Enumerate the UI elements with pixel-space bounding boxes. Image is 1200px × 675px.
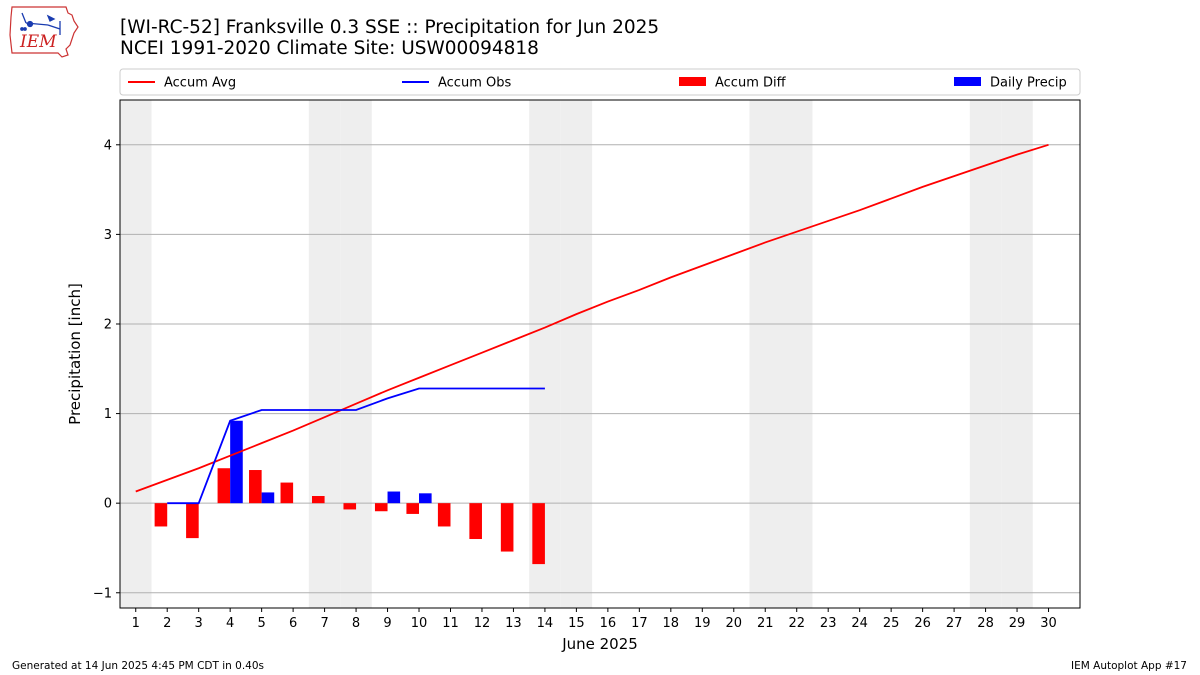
generated-note: Generated at 14 Jun 2025 4:45 PM CDT in … <box>12 660 265 672</box>
x-tick-label-26: 26 <box>914 616 931 631</box>
x-tick-label-12: 12 <box>474 616 491 631</box>
weekend-band-8 <box>340 100 372 608</box>
x-tick-label-1: 1 <box>132 616 140 631</box>
series-lines <box>135 143 1049 505</box>
legend-label-accum-obs: Accum Obs <box>438 76 511 91</box>
plot-frame <box>119 99 1081 609</box>
weekend-band-7 <box>308 100 341 608</box>
y-tick-label-0: 0 <box>104 497 112 512</box>
y-tick-label-4: 4 <box>104 138 112 153</box>
daily-bar-day-9 <box>387 491 401 504</box>
daily-bar-day-5 <box>261 492 275 504</box>
iem-logo: IEM <box>8 5 82 63</box>
legend-swatch-daily-precip <box>954 77 981 86</box>
x-tick-label-4: 4 <box>226 616 234 631</box>
x-tick-label-2: 2 <box>163 616 171 631</box>
diff-bar-day-3 <box>186 503 199 539</box>
x-tick-label-30: 30 <box>1040 616 1057 631</box>
x-tick-label-22: 22 <box>788 616 805 631</box>
weekend-band-1 <box>120 100 152 608</box>
iowa-map-icon: IEM <box>9 6 79 58</box>
daily-bar-day-4 <box>230 420 243 504</box>
x-tick-label-23: 23 <box>820 616 837 631</box>
x-axis-ticks: 1 2 3 4 5 6 7 8 9 10 11 12 13 14 15 16 17 18 19 20 21 22 23 24 2… <box>132 608 1057 631</box>
x-tick-label-17: 17 <box>631 616 648 631</box>
legend-label-daily-precip: Daily Precip <box>990 76 1067 91</box>
chart-title-line2: NCEI 1991-2020 Climate Site: USW00094818 <box>120 38 539 59</box>
y-axis-ticks: −1 0 1 2 3 4 <box>93 138 120 601</box>
weekend-bands <box>120 100 1033 608</box>
weekend-band-28 <box>969 100 1002 608</box>
x-tick-label-11: 11 <box>442 616 459 631</box>
x-tick-label-21: 21 <box>757 616 774 631</box>
x-tick-label-5: 5 <box>257 616 265 631</box>
daily-precip-bars <box>230 420 432 504</box>
x-axis-label: June 2025 <box>561 635 638 653</box>
x-tick-label-19: 19 <box>694 616 711 631</box>
diff-bar-day-2 <box>154 503 168 527</box>
x-tick-label-28: 28 <box>977 616 994 631</box>
diff-bar-day-12 <box>469 503 482 540</box>
y-tick-label-1: 1 <box>104 407 112 422</box>
x-tick-label-25: 25 <box>883 616 900 631</box>
diff-bar-day-6 <box>280 482 294 504</box>
x-tick-label-27: 27 <box>946 616 963 631</box>
weekend-band-29 <box>1001 100 1033 608</box>
x-tick-label-7: 7 <box>320 616 328 631</box>
legend-swatch-accum-diff <box>679 77 706 86</box>
x-tick-label-9: 9 <box>383 616 391 631</box>
y-axis-label: Precipitation [inch] <box>66 283 84 425</box>
y-tick-label--1: −1 <box>93 586 112 601</box>
y-tick-label-2: 2 <box>104 317 112 332</box>
legend: Accum Avg Accum Obs Accum Diff Daily Precip <box>119 68 1081 96</box>
diff-bar-day-11 <box>437 503 451 527</box>
accum-obs-line <box>167 387 545 505</box>
x-tick-label-8: 8 <box>352 616 360 631</box>
diff-bar-day-7 <box>312 496 325 504</box>
x-tick-label-18: 18 <box>663 616 680 631</box>
diff-bar-day-13 <box>500 503 514 552</box>
diff-bar-day-8 <box>343 503 357 510</box>
x-tick-label-15: 15 <box>568 616 585 631</box>
accum-diff-bars <box>154 468 545 565</box>
weekend-band-22 <box>780 100 813 608</box>
weekend-band-21 <box>749 100 781 608</box>
legend-label-accum-avg: Accum Avg <box>164 76 236 91</box>
x-tick-label-16: 16 <box>600 616 617 631</box>
diff-bar-day-14 <box>532 503 545 565</box>
legend-box <box>119 68 1081 96</box>
chart-title: [WI-RC-52] Franksville 0.3 SSE :: Precip… <box>120 17 659 59</box>
chart-title-line1: [WI-RC-52] Franksville 0.3 SSE :: Precip… <box>120 17 660 38</box>
x-tick-label-20: 20 <box>725 616 742 631</box>
x-tick-label-24: 24 <box>851 616 868 631</box>
diff-bar-day-9 <box>374 503 388 512</box>
legend-label-accum-diff: Accum Diff <box>715 76 787 91</box>
app-note: IEM Autoplot App #17 <box>1071 660 1187 672</box>
weekend-band-15 <box>560 100 593 608</box>
y-gridlines <box>120 144 1080 594</box>
y-tick-label-3: 3 <box>104 228 112 243</box>
x-tick-label-29: 29 <box>1009 616 1026 631</box>
x-tick-label-13: 13 <box>505 616 522 631</box>
accum-avg-line <box>135 143 1049 493</box>
x-tick-label-14: 14 <box>537 616 554 631</box>
x-tick-label-10: 10 <box>411 616 428 631</box>
daily-bar-day-10 <box>419 493 432 504</box>
diff-bar-day-4 <box>217 468 231 504</box>
diff-bar-day-5 <box>249 470 262 504</box>
x-tick-label-3: 3 <box>195 616 203 631</box>
diff-bar-day-10 <box>406 503 420 514</box>
x-tick-label-6: 6 <box>289 616 297 631</box>
logo-text: IEM <box>19 32 57 52</box>
